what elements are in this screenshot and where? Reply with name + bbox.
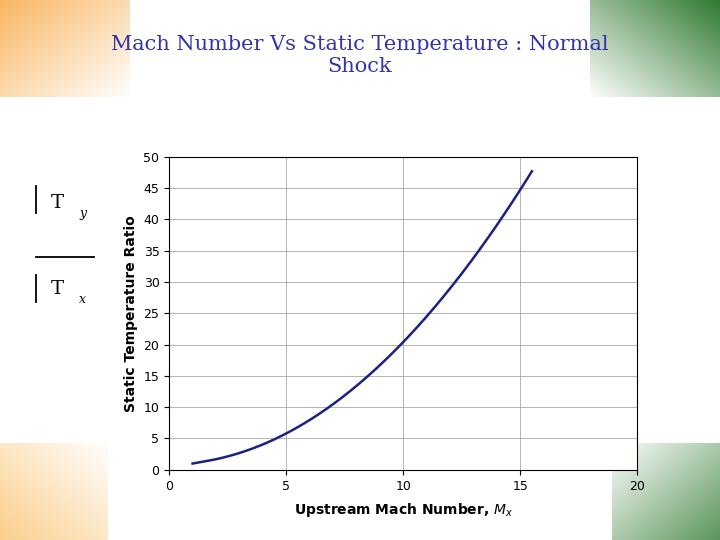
Text: T: T bbox=[51, 193, 64, 212]
X-axis label: Upstream Mach Number, $M_x$: Upstream Mach Number, $M_x$ bbox=[294, 501, 513, 519]
Y-axis label: Static Temperature Ratio: Static Temperature Ratio bbox=[124, 215, 138, 411]
Text: x: x bbox=[79, 293, 86, 306]
Text: T: T bbox=[51, 280, 64, 298]
Text: y: y bbox=[79, 207, 86, 220]
Text: Mach Number Vs Static Temperature : Normal
Shock: Mach Number Vs Static Temperature : Norm… bbox=[111, 35, 609, 76]
